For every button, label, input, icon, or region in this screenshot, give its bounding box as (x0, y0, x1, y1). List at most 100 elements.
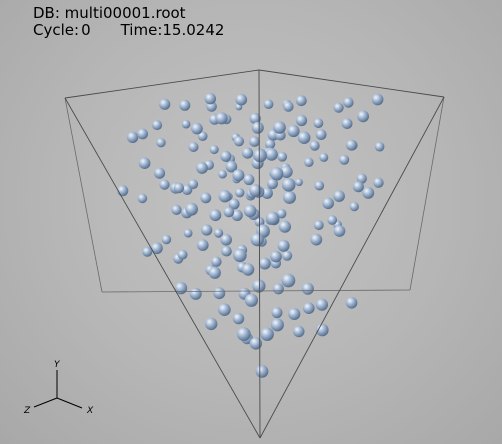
z-axis-label: Z (23, 406, 31, 416)
particle-sphere (373, 177, 384, 188)
particle-sphere (218, 303, 231, 317)
particle-sphere (223, 206, 235, 218)
particle-sphere (362, 187, 375, 199)
particle-sphere (197, 239, 209, 251)
particle-sphere (283, 190, 296, 204)
x-axis-label: X (86, 406, 94, 416)
time-label: Time: (120, 21, 163, 39)
particle-sphere (280, 165, 293, 178)
particle-sphere (253, 148, 267, 163)
cycle-time-row: Cycle: 0 Time:15.0242 (33, 22, 224, 38)
particle-sphere (159, 179, 170, 190)
particle-sphere (276, 208, 287, 219)
particle-sphere (156, 138, 166, 148)
particle-sphere (255, 365, 269, 378)
particle-sphere (243, 174, 255, 186)
particle-sphere (196, 162, 208, 174)
particle-sphere (343, 97, 354, 108)
particle-sphere (252, 279, 266, 293)
particle-sphere (281, 273, 296, 288)
particle-sphere (220, 150, 232, 162)
box-edge-back (409, 96, 445, 291)
particle-sphere (161, 234, 172, 245)
particle-sphere (215, 112, 228, 125)
particle-sphere (265, 139, 276, 150)
particle-sphere (357, 110, 369, 123)
particle-sphere (249, 136, 260, 147)
particle-sphere (371, 93, 384, 106)
particle-sphere (209, 145, 219, 155)
particle-sphere (333, 190, 345, 202)
particle-sphere (327, 215, 338, 225)
time-value: 15.0242 (162, 21, 225, 39)
particle-sphere (250, 233, 264, 247)
particle-sphere (339, 154, 350, 165)
particle-sphere (232, 312, 245, 325)
particle-sphere (185, 202, 199, 216)
particle-sphere (233, 248, 247, 263)
particle-sphere (218, 190, 231, 203)
particle-sphere (283, 101, 294, 112)
particle-sphere (273, 121, 286, 134)
particle-sphere (374, 141, 385, 152)
particle-sphere (137, 193, 148, 204)
particle-sphere (322, 197, 335, 210)
particle-sphere (260, 327, 274, 341)
bounding-box (64, 69, 445, 439)
particle-sphere (126, 131, 139, 143)
particle-sphere (277, 152, 288, 162)
particle-sphere (235, 188, 245, 198)
particle-sphere (142, 246, 153, 257)
particle-sphere (295, 178, 303, 187)
y-axis-label: Y (54, 360, 61, 370)
particle-sphere (249, 184, 262, 197)
particle-sphere (209, 209, 222, 222)
particle-sphere (197, 131, 208, 141)
cycle-label: Cycle: (33, 21, 80, 39)
box-edge-back (101, 289, 411, 293)
particle-sphere (188, 179, 199, 190)
box-edge (259, 96, 445, 439)
particle-sphere (309, 140, 320, 151)
particle-sphere (213, 287, 226, 300)
particle-sphere (314, 180, 325, 191)
particle-sphere (356, 173, 367, 184)
axis-triad: Y X Z (23, 360, 94, 416)
particle-sphere (251, 121, 264, 134)
particle-sphere (349, 202, 359, 212)
particle-spheres (117, 93, 385, 378)
particle-sphere (241, 263, 255, 276)
particle-sphere (218, 169, 227, 179)
particle-sphere (287, 124, 300, 138)
particle-sphere (211, 256, 222, 267)
particle-sphere (293, 325, 305, 338)
particle-sphere (281, 178, 296, 192)
particle-sphere (242, 147, 254, 159)
particle-sphere (244, 293, 258, 307)
particle-sphere (333, 225, 346, 237)
particle-sphere (200, 192, 212, 204)
particle-sphere (235, 93, 248, 106)
particle-sphere (243, 204, 257, 218)
particle-sphere (270, 250, 282, 263)
particle-sphere (201, 224, 213, 236)
particle-sphere (117, 185, 129, 197)
particle-sphere (270, 318, 284, 332)
particle-sphere (303, 302, 315, 315)
particle-sphere (346, 139, 357, 151)
particle-sphere (341, 118, 353, 129)
x-axis-line (56, 397, 83, 409)
particle-sphere (270, 167, 284, 181)
particle-sphere (352, 181, 364, 193)
particle-sphere (179, 99, 191, 111)
particle-sphere (154, 167, 166, 179)
particle-sphere (295, 95, 307, 107)
box-edge (258, 69, 445, 98)
particle-sphere (181, 119, 191, 129)
particle-sphere (263, 99, 274, 109)
particle-sphere (266, 211, 280, 225)
particle-sphere (297, 131, 311, 144)
particle-sphere (208, 266, 221, 279)
